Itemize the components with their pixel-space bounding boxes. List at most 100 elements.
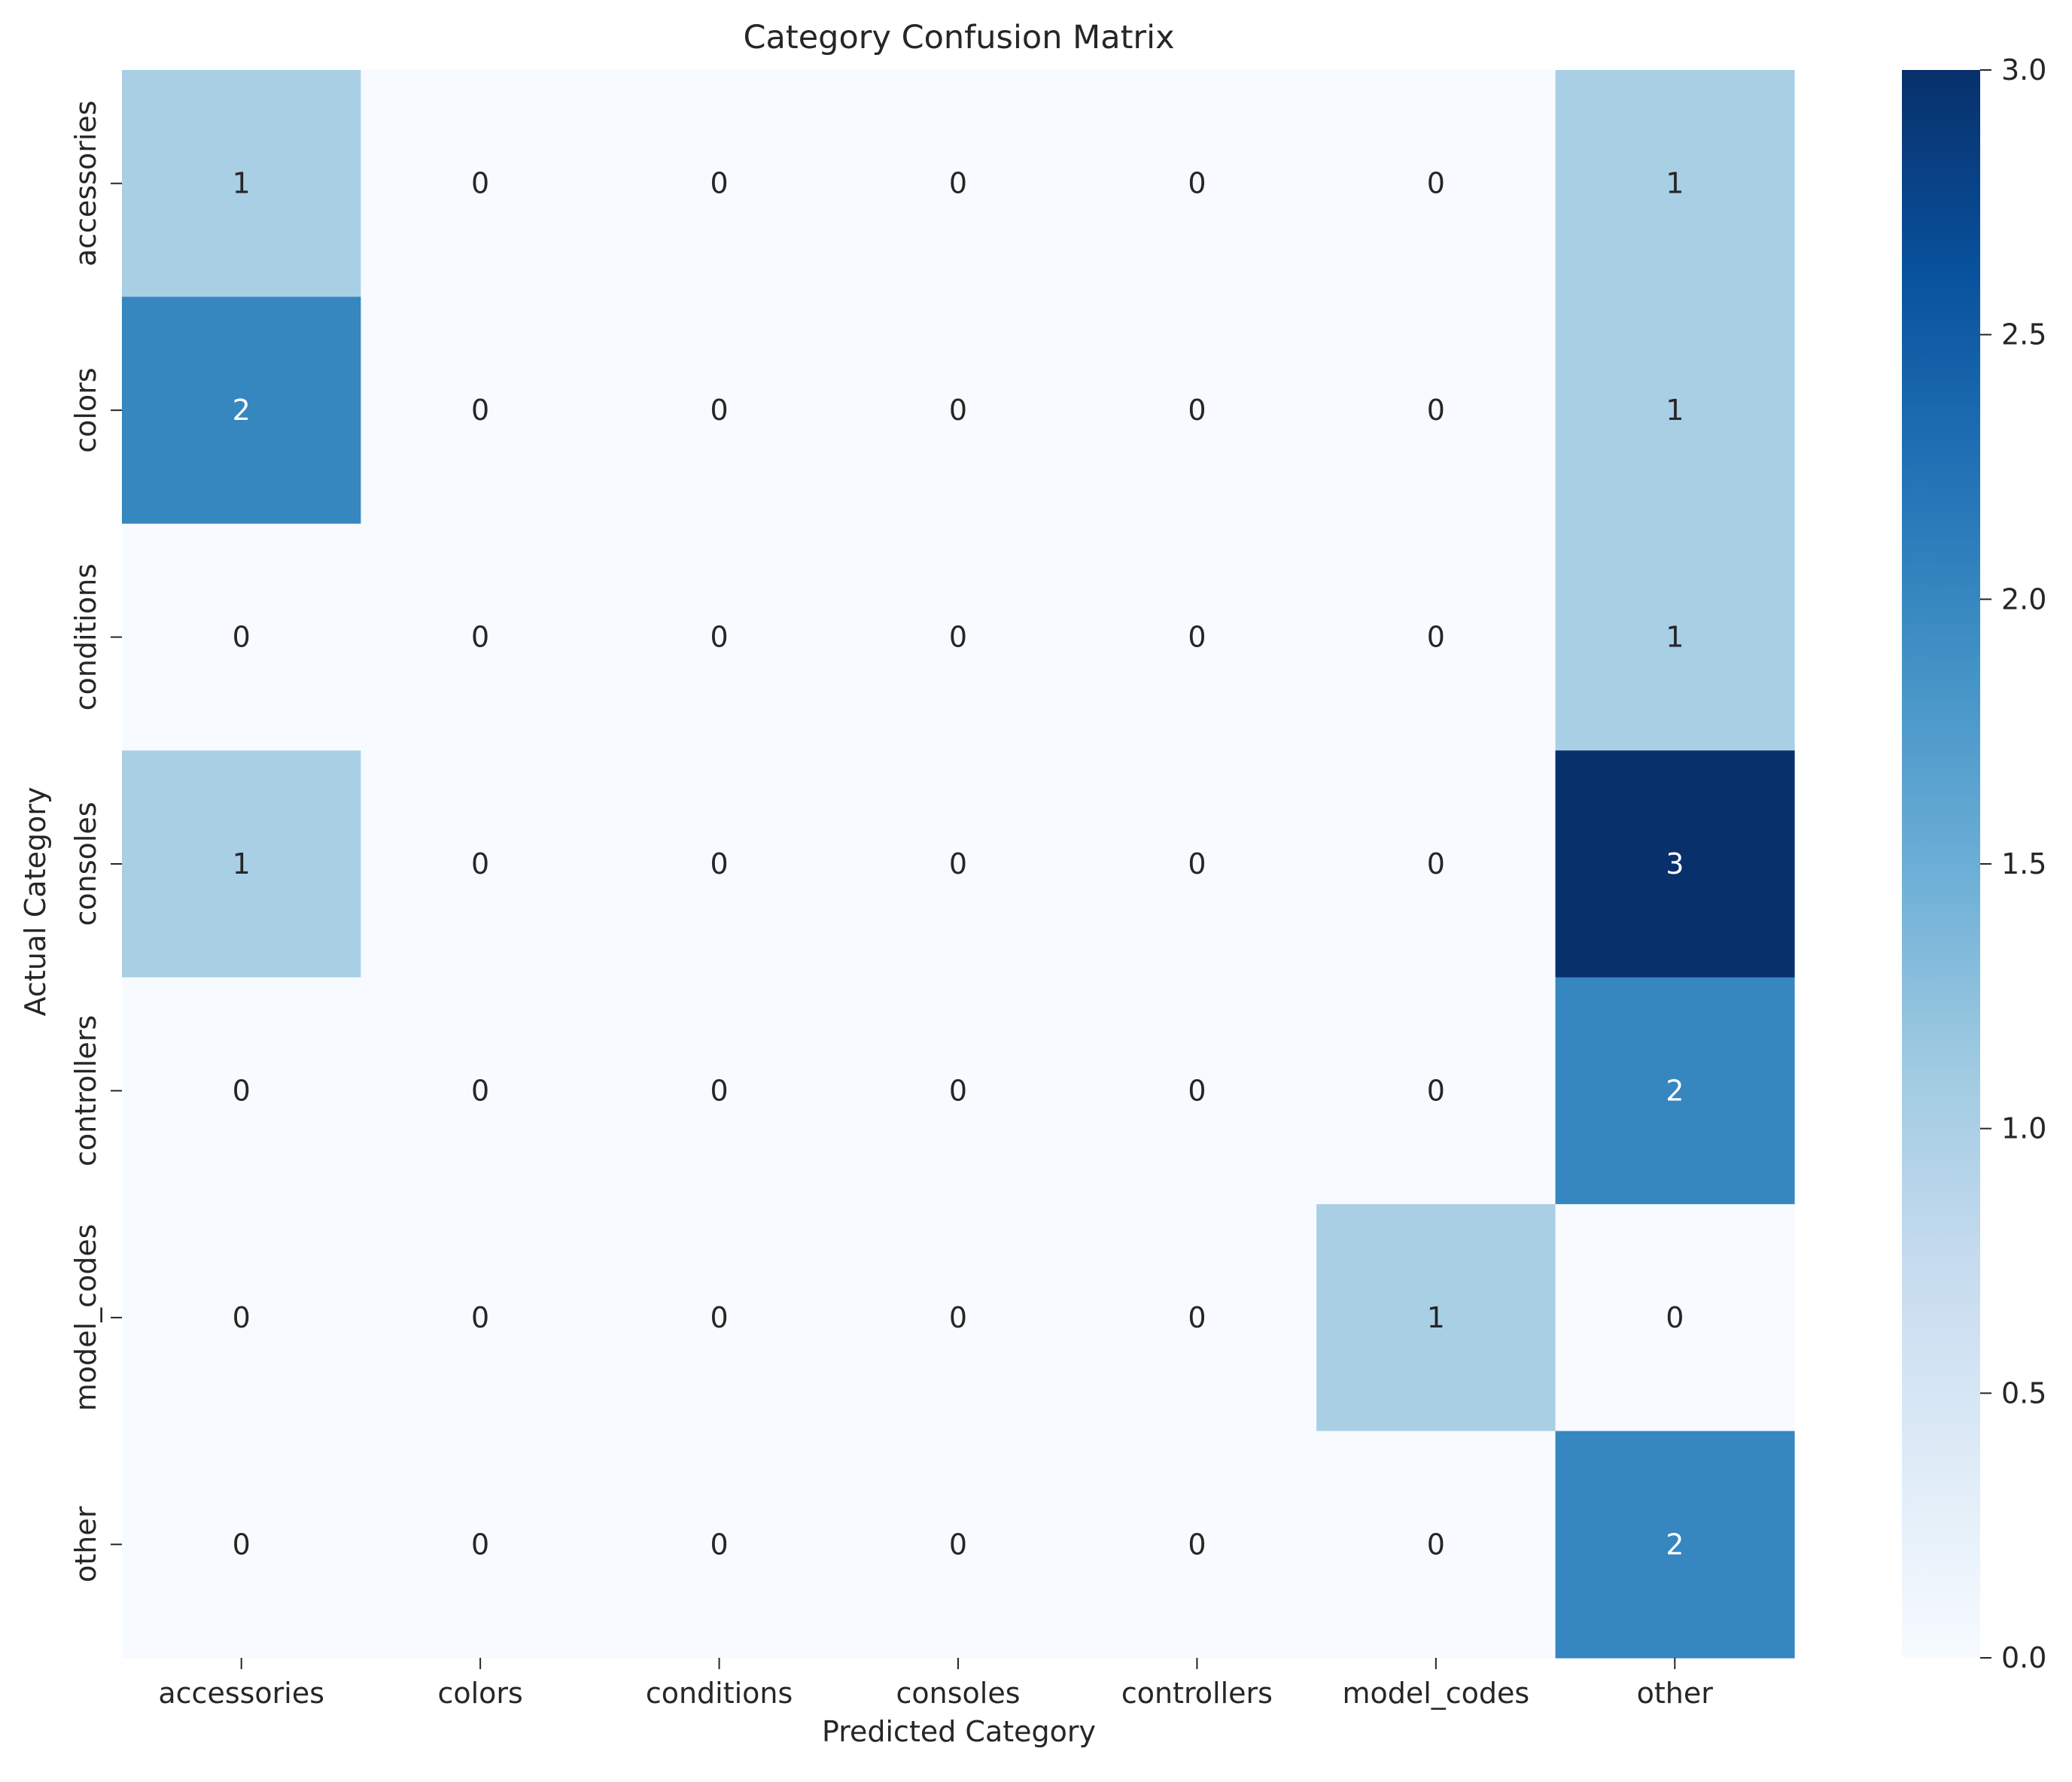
y-tick-label: colors [69,367,102,452]
heatmap-cell [838,750,1079,978]
cell-value-label: 0 [1427,394,1445,427]
cell-value-label: 0 [1427,167,1445,200]
heatmap-cell [1555,70,1795,298]
heatmap-cell [599,1204,839,1432]
heatmap-cell [1555,750,1795,978]
cell-value-label: 0 [233,1301,251,1334]
heatmap-cell [1555,523,1795,751]
cell-value-label: 2 [1666,1074,1684,1107]
cell-value-label: 0 [1427,621,1445,654]
heatmap-cell [838,296,1079,525]
heatmap-cell [1316,1204,1556,1432]
heatmap-cell [599,977,839,1205]
cell-value-label: 0 [949,167,967,200]
cell-value-label: 0 [471,1528,489,1561]
cell-value-label: 0 [949,1074,967,1107]
colorbar-tick-label: 2.5 [2001,318,2046,351]
heatmap-cell [838,977,1079,1205]
heatmap-cell [122,70,362,298]
heatmap-cell [1316,70,1556,298]
cell-value-label: 0 [471,1074,489,1107]
x-tick-label: consoles [896,1677,1020,1710]
heatmap-cell [599,70,839,298]
cell-value-label: 0 [471,621,489,654]
cell-value-label: 0 [1427,847,1445,880]
colorbar-tick-label: 1.5 [2001,847,2046,880]
cell-value-label: 0 [233,1528,251,1561]
cell-value-label: 0 [710,394,728,427]
heatmap-cell [122,977,362,1205]
x-tick-label: controllers [1121,1677,1273,1710]
heatmap-cell [1077,1204,1317,1432]
cell-value-label: 0 [949,621,967,654]
heatmap-cell [122,1431,362,1659]
colorbar-tick-label: 0.5 [2001,1376,2046,1409]
colorbar-tick-label: 2.0 [2001,582,2046,616]
y-axis: accessories colors conditions consoles contr… [69,100,122,1583]
x-tick-label: model_codes [1342,1677,1529,1710]
y-tick-label: controllers [69,1015,102,1166]
cell-value-label: 0 [710,1074,728,1107]
cell-value-label: 0 [1188,621,1206,654]
y-tick-label: consoles [69,801,102,926]
heatmap-cell [361,1204,601,1432]
cell-value-label: 0 [233,621,251,654]
cell-value-label: 0 [710,621,728,654]
cell-value-label: 1 [1666,394,1684,427]
cell-value-label: 0 [471,847,489,880]
heatmap-cell [122,296,362,525]
heatmap-cell [838,523,1079,751]
cell-value-label: 1 [1666,621,1684,654]
heatmap-cell [599,296,839,525]
cell-value-label: 0 [710,1528,728,1561]
heatmap-cell [599,1431,839,1659]
heatmap-cell [1316,296,1556,525]
x-axis: accessories colors conditions consoles contr… [158,1658,1713,1710]
cell-value-label: 0 [1188,167,1206,200]
x-tick-label: conditions [646,1677,793,1710]
cell-value-label: 0 [1427,1074,1445,1107]
x-tick-label: accessories [158,1677,324,1710]
heatmap-cell [122,1204,362,1432]
heatmap-cell [1555,977,1795,1205]
y-tick-label: accessories [69,100,102,266]
heatmap-cell [838,1204,1079,1432]
heatmap-cell [1316,1431,1556,1659]
heatmap-cell [1077,750,1317,978]
cell-value-label: 0 [1188,847,1206,880]
heatmap-cell [599,750,839,978]
x-tick-label: colors [437,1677,522,1710]
heatmap-cell [1316,523,1556,751]
cell-value-label: 0 [710,847,728,880]
heatmap-cell [838,70,1079,298]
cell-value-label: 1 [233,847,251,880]
cell-value-label: 1 [233,167,251,200]
cell-value-label: 0 [1666,1301,1684,1334]
cell-value-label: 0 [710,167,728,200]
cell-value-label: 0 [949,847,967,880]
heatmap-cell [1077,70,1317,298]
heatmap-cell [1077,1431,1317,1659]
colorbar-ticks: 0.0 0.5 1.0 1.5 2.0 2.5 3.0 [1980,53,2046,1674]
cell-value-label: 0 [1427,1528,1445,1561]
heatmap-cell [1077,977,1317,1205]
heatmap-cell [122,750,362,978]
heatmap-cell [1077,296,1317,525]
heatmap-cell [1316,977,1556,1205]
cell-value-label: 2 [1666,1528,1684,1561]
y-tick-label: model_codes [69,1224,102,1411]
cell-value-label: 0 [949,1528,967,1561]
cell-value-label: 0 [233,1074,251,1107]
cell-value-label: 0 [1188,394,1206,427]
heatmap-cell [361,523,601,751]
cell-value-label: 3 [1666,847,1684,880]
chart-title: Category Confusion Matrix [743,19,1174,56]
cell-value-label: 0 [949,1301,967,1334]
cell-value-label: 0 [1188,1528,1206,1561]
y-tick-label: conditions [69,564,102,711]
cell-value-label: 0 [471,394,489,427]
cell-value-label: 0 [1188,1074,1206,1107]
y-axis-label: Actual Category [19,787,52,1017]
cell-value-label: 0 [471,167,489,200]
